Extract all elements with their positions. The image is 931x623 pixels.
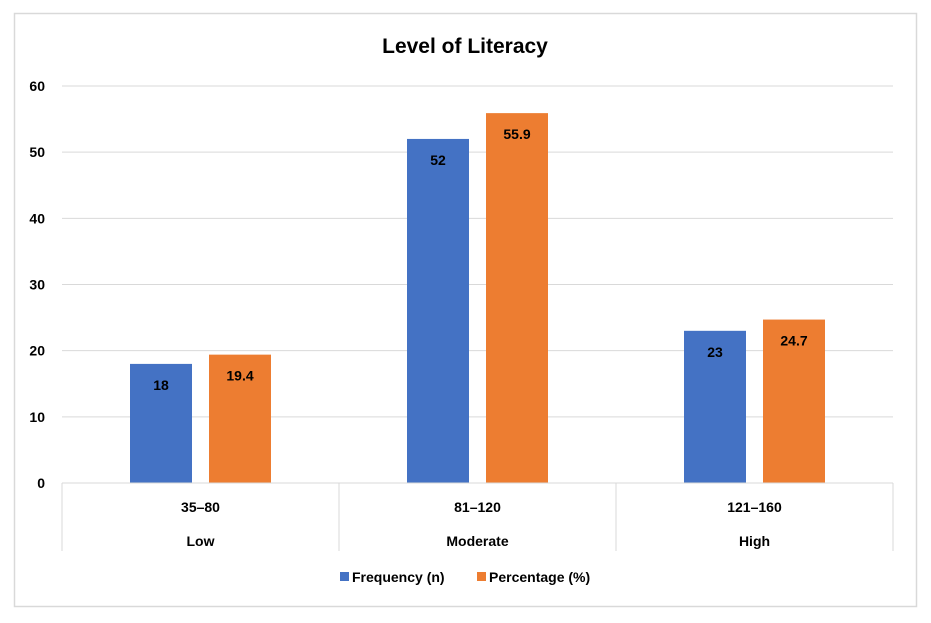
chart-title: Level of Literacy [382, 35, 548, 58]
y-tick-label: 50 [29, 144, 45, 160]
data-label: 23 [707, 344, 723, 360]
x-tick-label: 81–120 [454, 499, 501, 515]
x-group-label: Low [187, 533, 215, 549]
y-tick-label: 30 [29, 277, 45, 293]
y-tick-label: 10 [29, 409, 45, 425]
y-tick-label: 40 [29, 210, 45, 226]
bar-frequency [407, 138, 469, 483]
bar-frequency [684, 330, 746, 483]
x-tick-label: 121–160 [727, 499, 782, 515]
x-tick-label: 35–80 [181, 499, 220, 515]
y-tick-label: 20 [29, 343, 45, 359]
x-group-label: Moderate [446, 533, 508, 549]
data-label: 18 [153, 377, 169, 393]
data-label: 55.9 [503, 126, 530, 142]
x-group-label: High [739, 533, 770, 549]
bar-percentage [486, 113, 548, 484]
bar-frequency [130, 363, 192, 483]
data-label: 19.4 [226, 368, 253, 384]
data-label: 52 [430, 152, 446, 168]
bar-percentage [209, 354, 271, 483]
legend-label: Frequency (n) [352, 569, 445, 585]
legend-swatch [477, 572, 486, 581]
y-tick-label: 60 [29, 78, 45, 94]
bar-percentage [763, 319, 825, 483]
data-label: 24.7 [780, 333, 807, 349]
y-tick-label: 0 [37, 475, 45, 491]
legend-swatch [340, 572, 349, 581]
legend-label: Percentage (%) [489, 569, 590, 585]
